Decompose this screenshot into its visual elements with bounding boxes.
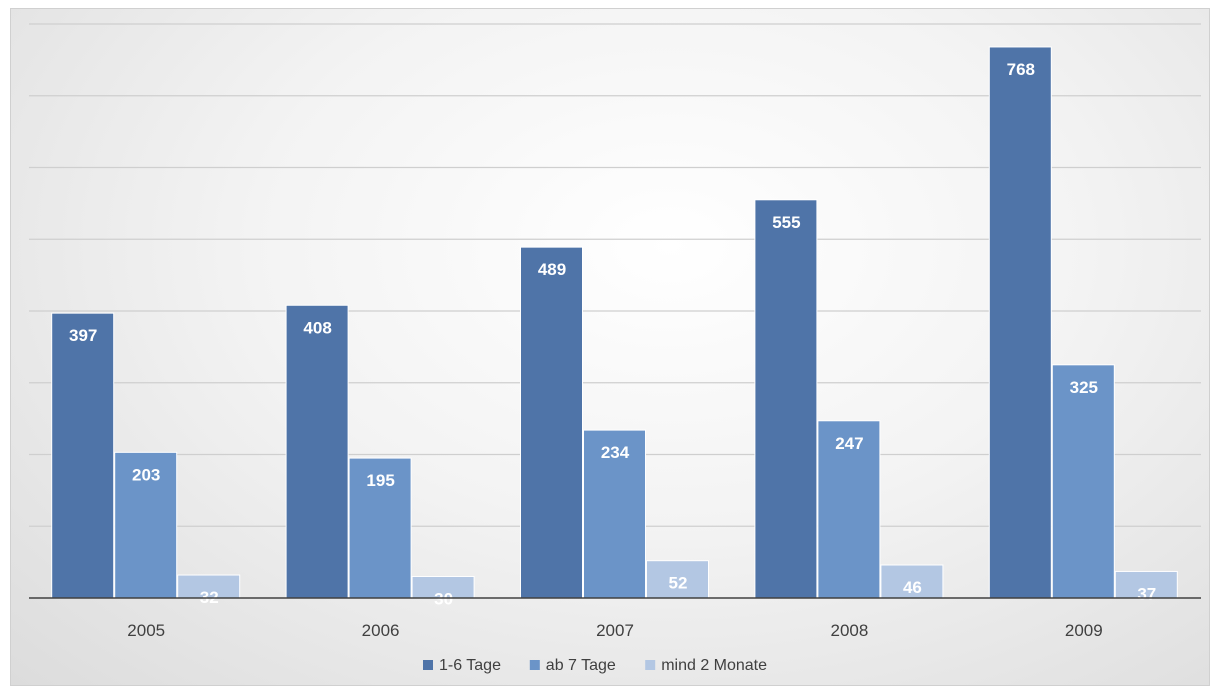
x-tick-label: 2008 — [830, 621, 868, 640]
bar-chart: 3972033240819530489234525552474676832537… — [29, 23, 1201, 674]
bar-mind-2-monate-2009 — [1114, 570, 1178, 599]
data-label-ab-7-tage-2008: 247 — [835, 434, 863, 453]
x-tick-label: 2006 — [362, 621, 400, 640]
data-label-1-6-tage-2008: 555 — [772, 213, 800, 232]
data-label-mind-2-monate-2007: 52 — [669, 574, 688, 593]
legend-label-ab-7-tage: ab 7 Tage — [546, 657, 616, 674]
data-label-ab-7-tage-2006: 195 — [366, 471, 394, 490]
bar-1-6-tage-2006 — [285, 304, 349, 599]
gridlines — [29, 23, 1201, 527]
bar-1-6-tage-2008 — [754, 199, 818, 599]
chart-area: 397 203 32 408 195 30 489 234 52 555 247 46 768 325 37… — [10, 8, 1210, 686]
legend-swatch-1-6-tage — [423, 660, 433, 670]
bar-1-6-tage-2005 — [51, 312, 115, 599]
data-label-mind-2-monate-2008: 46 — [903, 578, 922, 597]
data-label-1-6-tage-2007: 489 — [538, 260, 566, 279]
bar-1-6-tage-2007 — [520, 246, 583, 599]
bar-1-6-tage-2009 — [988, 46, 1052, 599]
bar-ab-7-tage-2007 — [583, 429, 646, 599]
x-tick-label: 2005 — [127, 621, 165, 640]
data-label-ab-7-tage-2005: 203 — [132, 465, 160, 484]
data-label-1-6-tage-2006: 408 — [303, 318, 331, 337]
legend: 1-6 Tage ab 7 Tage mind 2 Monate — [423, 657, 767, 674]
x-tick-label: 2007 — [596, 621, 634, 640]
legend-swatch-ab-7-tage — [529, 660, 540, 670]
bar-mind-2-monate-2008 — [880, 564, 944, 599]
data-label-mind-2-monate-2009: 37 — [1137, 584, 1156, 603]
legend-label-1-6-tage: 1-6 Tage — [439, 657, 501, 674]
x-tick-label: 2009 — [1065, 621, 1103, 640]
data-label-mind-2-monate-2006: 30 — [434, 589, 453, 608]
data-label-ab-7-tage-2007: 234 — [601, 443, 630, 462]
bar-ab-7-tage-2005 — [114, 451, 178, 599]
x-axis: 2005 2006 2007 2008 2009 — [29, 597, 1201, 640]
bar-ab-7-tage-2009 — [1051, 364, 1115, 599]
bar-mind-2-monate-2007 — [646, 560, 709, 599]
legend-label-mind-2-monate: mind 2 Monate — [661, 657, 767, 674]
bars — [51, 46, 1178, 599]
bar-ab-7-tage-2008 — [817, 420, 881, 599]
data-label-ab-7-tage-2009: 325 — [1070, 378, 1098, 397]
data-label-1-6-tage-2005: 397 — [69, 326, 97, 345]
bar-ab-7-tage-2006 — [348, 457, 412, 599]
legend-swatch-mind-2-monate — [645, 660, 656, 670]
data-label-1-6-tage-2009: 768 — [1007, 60, 1035, 79]
